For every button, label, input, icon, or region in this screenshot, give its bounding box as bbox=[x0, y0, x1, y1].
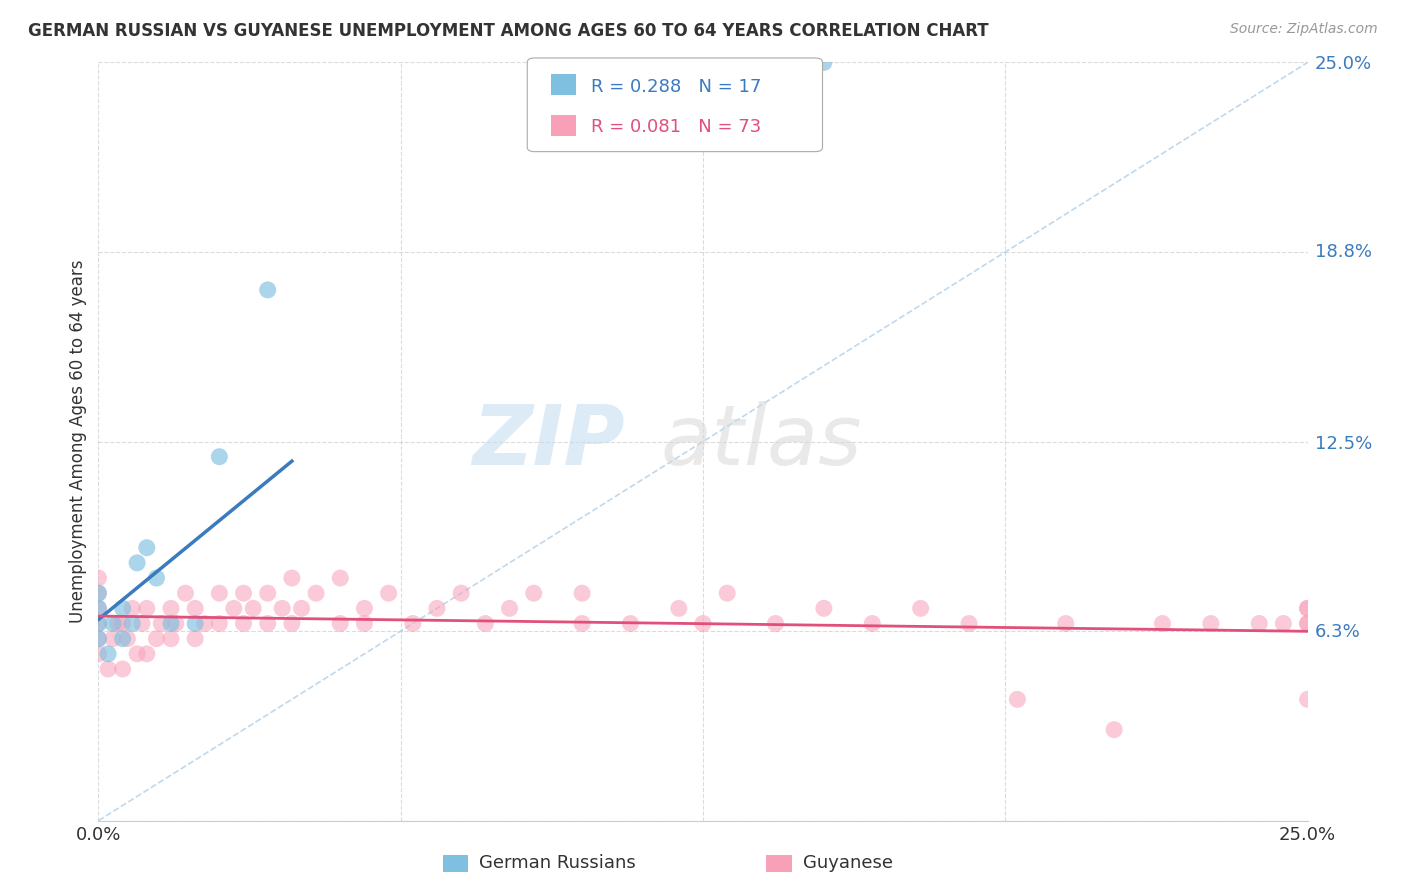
Point bbox=[571, 586, 593, 600]
Point bbox=[121, 601, 143, 615]
Point bbox=[281, 616, 304, 631]
Point bbox=[184, 601, 207, 615]
Point bbox=[87, 632, 110, 646]
Point bbox=[160, 632, 183, 646]
Point bbox=[208, 450, 231, 464]
Point bbox=[571, 616, 593, 631]
Point bbox=[160, 616, 183, 631]
Point bbox=[165, 616, 187, 631]
Text: Guyanese: Guyanese bbox=[803, 855, 893, 872]
Text: R = 0.288   N = 17: R = 0.288 N = 17 bbox=[591, 78, 761, 95]
Point bbox=[208, 616, 231, 631]
Point bbox=[353, 616, 375, 631]
Point bbox=[281, 571, 304, 585]
Point bbox=[101, 632, 124, 646]
Point bbox=[523, 586, 546, 600]
Point bbox=[135, 601, 157, 615]
Point bbox=[813, 601, 835, 615]
Point bbox=[87, 616, 110, 631]
Point bbox=[87, 632, 110, 646]
Point bbox=[145, 571, 167, 585]
Point bbox=[1007, 692, 1029, 706]
Point bbox=[290, 601, 312, 615]
Text: R = 0.081   N = 73: R = 0.081 N = 73 bbox=[591, 118, 761, 136]
Point bbox=[450, 586, 472, 600]
Point bbox=[377, 586, 399, 600]
Point bbox=[1102, 723, 1125, 737]
Point bbox=[208, 586, 231, 600]
Point bbox=[957, 616, 980, 631]
Y-axis label: Unemployment Among Ages 60 to 64 years: Unemployment Among Ages 60 to 64 years bbox=[69, 260, 87, 624]
Point bbox=[97, 647, 120, 661]
Point bbox=[174, 586, 197, 600]
Point bbox=[498, 601, 520, 615]
Point bbox=[765, 616, 787, 631]
Point bbox=[150, 616, 173, 631]
Point bbox=[1152, 616, 1174, 631]
Point bbox=[1296, 601, 1319, 615]
Point bbox=[135, 647, 157, 661]
Point bbox=[256, 283, 278, 297]
Point bbox=[305, 586, 328, 600]
Point bbox=[222, 601, 245, 615]
Point bbox=[1296, 616, 1319, 631]
Text: GERMAN RUSSIAN VS GUYANESE UNEMPLOYMENT AMONG AGES 60 TO 64 YEARS CORRELATION CH: GERMAN RUSSIAN VS GUYANESE UNEMPLOYMENT … bbox=[28, 22, 988, 40]
Point bbox=[402, 616, 425, 631]
Point bbox=[87, 616, 110, 631]
Point bbox=[1296, 601, 1319, 615]
Point bbox=[111, 601, 134, 615]
Point bbox=[87, 601, 110, 615]
Point bbox=[1272, 616, 1295, 631]
Point bbox=[813, 55, 835, 70]
Point bbox=[910, 601, 932, 615]
Point bbox=[145, 632, 167, 646]
Text: German Russians: German Russians bbox=[479, 855, 636, 872]
Point bbox=[127, 647, 149, 661]
Point bbox=[426, 601, 449, 615]
Point bbox=[256, 586, 278, 600]
Point bbox=[692, 616, 714, 631]
Point bbox=[194, 616, 217, 631]
Point bbox=[256, 616, 278, 631]
Text: atlas: atlas bbox=[661, 401, 862, 482]
Point bbox=[329, 571, 352, 585]
Point bbox=[111, 632, 134, 646]
Point bbox=[668, 601, 690, 615]
Point bbox=[97, 662, 120, 676]
Point bbox=[101, 616, 124, 631]
Point bbox=[184, 632, 207, 646]
Point bbox=[87, 586, 110, 600]
Text: ZIP: ZIP bbox=[472, 401, 624, 482]
Point bbox=[121, 616, 143, 631]
Point bbox=[117, 632, 139, 646]
Point bbox=[1296, 616, 1319, 631]
Point bbox=[860, 616, 883, 631]
Point bbox=[87, 601, 110, 615]
Point bbox=[87, 586, 110, 600]
Point bbox=[329, 616, 352, 631]
Point bbox=[232, 586, 254, 600]
Point bbox=[160, 601, 183, 615]
Point bbox=[1249, 616, 1271, 631]
Text: Source: ZipAtlas.com: Source: ZipAtlas.com bbox=[1230, 22, 1378, 37]
Point bbox=[87, 647, 110, 661]
Point bbox=[111, 662, 134, 676]
Point bbox=[619, 616, 641, 631]
Point bbox=[184, 616, 207, 631]
Point bbox=[716, 586, 738, 600]
Point bbox=[353, 601, 375, 615]
Point bbox=[1054, 616, 1077, 631]
Point bbox=[232, 616, 254, 631]
Point bbox=[1199, 616, 1222, 631]
Point bbox=[135, 541, 157, 555]
Point bbox=[242, 601, 264, 615]
Point bbox=[107, 616, 129, 631]
Point bbox=[131, 616, 153, 631]
Point bbox=[474, 616, 496, 631]
Point bbox=[111, 616, 134, 631]
Point bbox=[1296, 692, 1319, 706]
Point bbox=[271, 601, 294, 615]
Point bbox=[127, 556, 149, 570]
Point bbox=[87, 571, 110, 585]
